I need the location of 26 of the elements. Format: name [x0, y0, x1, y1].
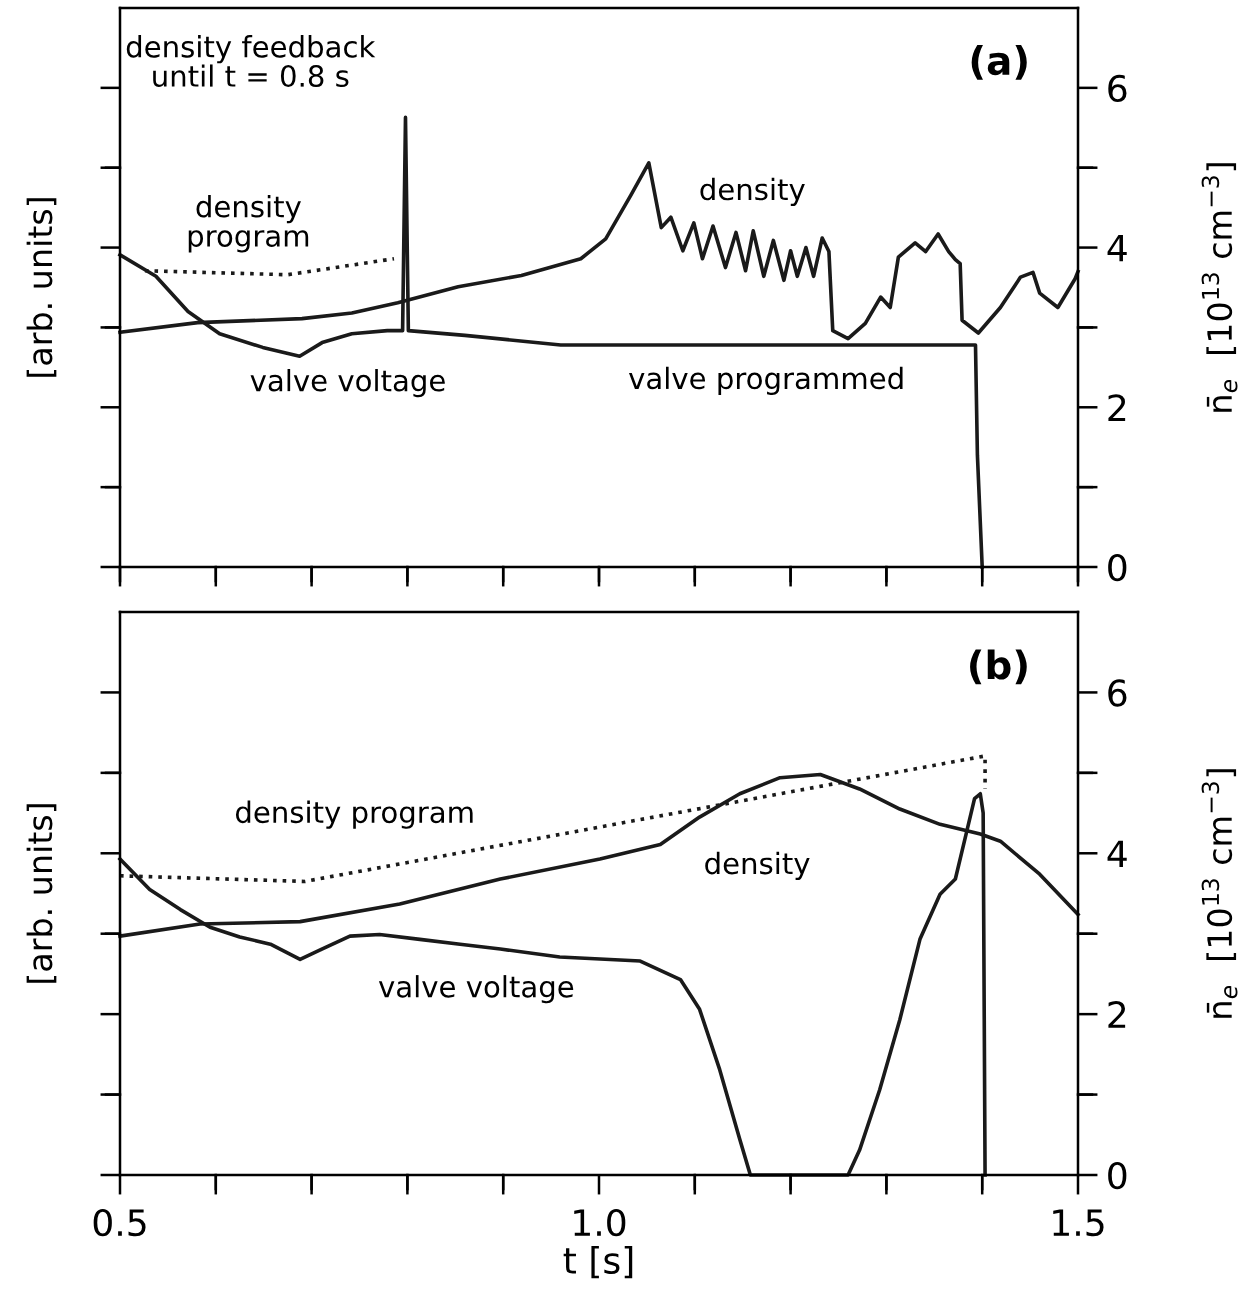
- x-axis-title: t [s]: [563, 1246, 633, 1279]
- y-axis-title: [arb. units]: [26, 198, 57, 377]
- y-tick-label: 0: [1108, 1161, 1127, 1190]
- annotation: density program: [235, 800, 473, 829]
- x-tick-label: 1.5: [1053, 1209, 1104, 1237]
- annotation: density: [700, 177, 805, 207]
- annotation: density: [705, 851, 810, 881]
- y-tick-label: 4: [1107, 840, 1127, 868]
- y-tick-label: 4: [1107, 234, 1127, 262]
- x-tick-label: 0.5: [93, 1208, 146, 1237]
- y-tick-label: 6: [1108, 679, 1127, 707]
- y-axis-title: [arb. units]: [26, 804, 57, 983]
- y2-axis-title: n̄$_{e}$ [10$^{13}$ cm$^{−3}$]: [1201, 769, 1238, 1018]
- y-tick-label: 6: [1108, 74, 1127, 103]
- annotation: density feedback until t = 0.8 s: [126, 35, 376, 88]
- y-tick-label: 2: [1108, 394, 1126, 422]
- annotation: valve voltage: [378, 975, 574, 1004]
- x-tick-label: 1.0: [574, 1208, 626, 1237]
- y-tick-label: 0: [1108, 553, 1127, 582]
- y2-axis-title: n̄$_{e}$ [10$^{13}$ cm$^{−3}$]: [1201, 163, 1238, 412]
- annotation: (a): [971, 45, 1027, 80]
- annotation: valve voltage: [250, 368, 445, 398]
- annotation: density program: [188, 194, 309, 253]
- y-tick-label: 2: [1108, 1001, 1126, 1028]
- annotation: valve programmed: [628, 366, 903, 395]
- annotation: (b): [970, 649, 1027, 685]
